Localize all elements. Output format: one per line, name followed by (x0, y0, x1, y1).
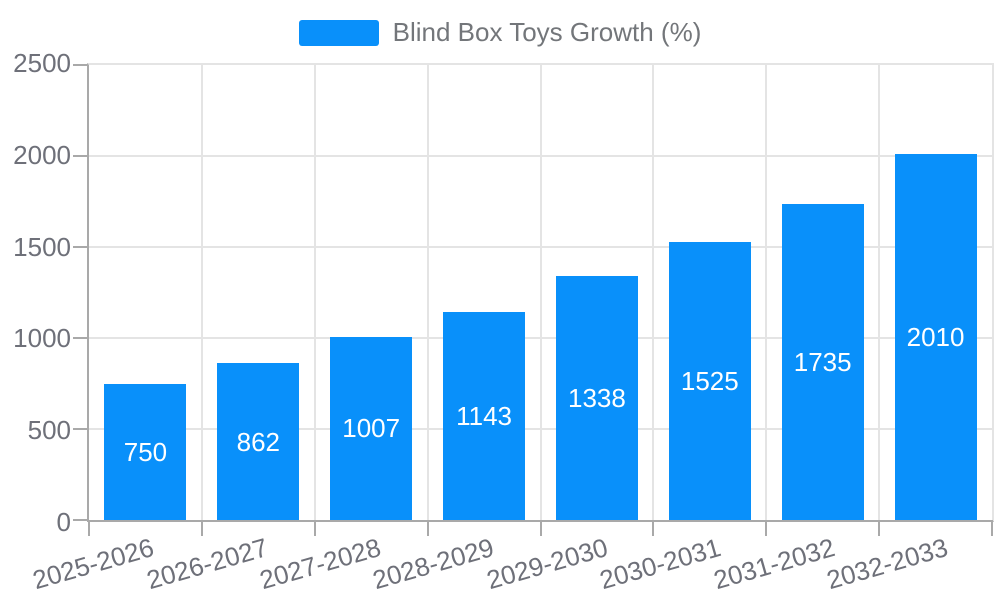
vertical-gridline (200, 65, 203, 520)
x-axis-tick-label: 2027-2028 (256, 532, 385, 596)
x-axis-tick-label: 2026-2027 (142, 532, 271, 596)
bar[interactable]: 1143 (443, 311, 526, 520)
y-axis-tick (73, 428, 87, 430)
x-axis-tick (539, 520, 542, 536)
bar[interactable]: 750 (104, 383, 187, 520)
bar[interactable]: 1007 (330, 336, 413, 520)
bar[interactable]: 1735 (781, 204, 864, 520)
vertical-gridline (878, 65, 881, 520)
y-axis-tick (73, 64, 87, 66)
bar-value-label: 2010 (906, 322, 965, 353)
vertical-gridline (426, 65, 429, 520)
x-axis-tick-label: 2032-2033 (823, 532, 952, 596)
legend-swatch-icon (298, 19, 379, 46)
x-axis-tick-label: 2031-2032 (709, 532, 838, 596)
y-axis-tick-label: 1000 (13, 323, 71, 354)
x-axis-tick (765, 520, 768, 536)
x-axis-tick-label: 2025-2026 (29, 532, 158, 596)
bar[interactable]: 862 (217, 363, 300, 520)
y-axis-tick (73, 246, 87, 248)
vertical-gridline (765, 65, 768, 520)
x-axis-tick (313, 520, 316, 536)
y-axis-tick-label: 2000 (13, 139, 71, 170)
x-axis-tick (426, 520, 429, 536)
bar[interactable]: 1338 (555, 276, 638, 520)
bar-value-label: 1525 (680, 366, 739, 397)
bar-value-label: 1735 (793, 347, 852, 378)
legend-label: Blind Box Toys Growth (%) (392, 17, 702, 47)
y-axis-tick-label: 0 (56, 507, 71, 537)
vertical-gridline (539, 65, 542, 520)
x-axis-tick (878, 520, 881, 536)
plot-area: 750 862 1007 1143 1338 1525 1735 2010 (73, 63, 994, 536)
y-axis-tick (73, 155, 87, 157)
y-axis-tick (73, 519, 87, 521)
bar[interactable]: 2010 (894, 154, 977, 520)
y-axis-labels: 0 500 1000 1500 2000 2500 (0, 50, 71, 535)
x-axis-tick-label: 2030-2031 (596, 532, 725, 596)
x-axis-tick (88, 520, 90, 536)
vertical-gridline (652, 65, 655, 520)
legend[interactable]: Blind Box Toys Growth (%) (0, 17, 1000, 48)
x-axis-tick (200, 520, 203, 536)
bar-value-label: 750 (123, 436, 168, 467)
bar-value-label: 1143 (456, 400, 513, 431)
bar-value-label: 862 (236, 426, 280, 457)
x-axis-tick (991, 520, 993, 536)
y-axis-tick-label: 500 (27, 415, 71, 446)
x-axis-tick-label: 2029-2030 (483, 532, 611, 596)
x-axis-tick-label: 2028-2029 (369, 532, 498, 596)
bar[interactable]: 1525 (668, 242, 751, 520)
bar-value-label: 1007 (342, 413, 401, 444)
y-axis-tick (73, 337, 87, 339)
y-axis-tick-label: 1500 (13, 231, 71, 262)
x-axis-tick (652, 520, 655, 536)
x-axis-labels: 2025-2026 2026-2027 2027-2028 2028-2029 2029… (30, 524, 994, 600)
bar-value-label: 1338 (568, 383, 626, 414)
vertical-gridline (313, 65, 316, 520)
y-axis-tick-label: 2500 (13, 48, 71, 78)
